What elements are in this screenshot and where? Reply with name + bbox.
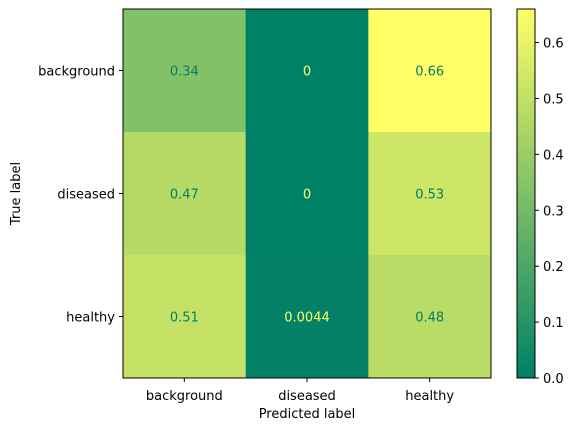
heatmap-cell-healthy-healthy (368, 255, 492, 379)
colorbar-ticks: 0.0 0.1 0.2 0.3 0.4 0.5 0.6 (535, 37, 564, 387)
heatmap-cell-diseased-healthy (368, 132, 492, 256)
cell-value-labels: 0.34 0 0.66 0.47 0 0.53 0.51 0.0044 0.48 (170, 65, 444, 326)
colorbar-tick-label: 0.3 (543, 204, 564, 219)
colorbar-tick-label: 0.5 (543, 92, 564, 107)
y-tick-label: healthy (66, 311, 115, 326)
colorbar-tick-label: 0.4 (543, 148, 564, 163)
x-axis: background diseased healthy (146, 378, 454, 404)
heatmap-cell-background-diseased (245, 9, 369, 133)
heatmap-cells (123, 9, 492, 379)
heatmap-cell-diseased-diseased (245, 132, 369, 256)
x-tick-label: healthy (405, 389, 454, 404)
y-tick-label: background (38, 65, 115, 80)
cell-value-label: 0.53 (415, 188, 444, 203)
colorbar-tick-label: 0.0 (543, 372, 564, 387)
cell-value-label: 0 (303, 65, 311, 80)
colorbar-tick-label: 0.2 (543, 260, 564, 275)
cell-value-label: 0.66 (415, 65, 444, 80)
y-axis: background diseased healthy (38, 65, 123, 326)
colorbar-tick-label: 0.6 (543, 37, 564, 52)
colorbar-tick-label: 0.1 (543, 316, 564, 331)
cell-value-label: 0.34 (170, 65, 199, 80)
x-axis-label: Predicted label (259, 407, 356, 422)
y-axis-label: True label (9, 162, 24, 226)
heatmap-cell-diseased-background (123, 132, 247, 256)
cell-value-label: 0.0044 (284, 311, 330, 326)
heatmap-cell-background-background (123, 9, 247, 133)
plot-frame (122, 8, 492, 379)
cell-value-label: 0.51 (170, 311, 199, 326)
x-tick-label: diseased (278, 389, 336, 404)
y-tick-label: diseased (57, 188, 115, 203)
x-tick-label: background (146, 389, 223, 404)
colorbar (516, 8, 536, 379)
heatmap-cell-background-healthy (368, 9, 492, 133)
cell-value-label: 0.47 (170, 188, 199, 203)
heatmap-cell-healthy-background (123, 255, 247, 379)
cell-value-label: 0.48 (415, 311, 444, 326)
cell-value-label: 0 (303, 188, 311, 203)
heatmap-cell-healthy-diseased (245, 255, 369, 379)
